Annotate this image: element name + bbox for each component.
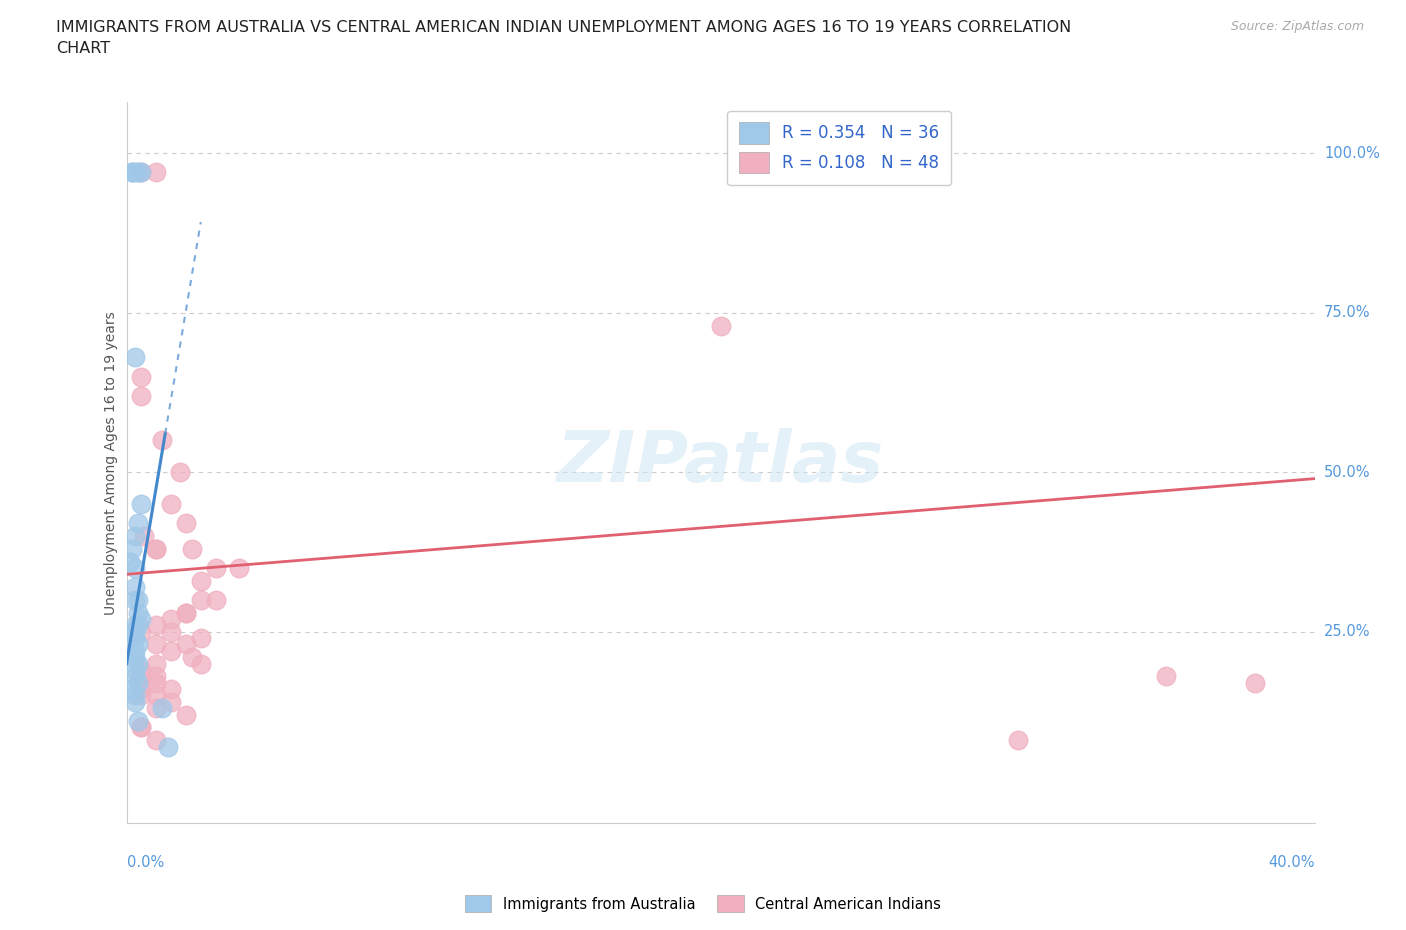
Point [124, 644, 146, 658]
Point [145, 637, 167, 652]
Point [124, 688, 146, 703]
Point [174, 637, 197, 652]
Point [124, 579, 146, 594]
Point [121, 541, 143, 556]
Point [157, 739, 180, 754]
Point [131, 497, 153, 512]
Point [174, 605, 197, 620]
Point [127, 713, 149, 728]
Legend: R = 0.354   N = 36, R = 0.108   N = 48: R = 0.354 N = 36, R = 0.108 N = 48 [727, 111, 952, 185]
Point [131, 669, 153, 684]
Point [1007, 733, 1029, 748]
Point [131, 720, 153, 735]
Point [124, 662, 146, 677]
Point [131, 688, 153, 703]
Point [118, 554, 141, 569]
Point [145, 657, 167, 671]
Point [204, 561, 226, 576]
Point [124, 350, 146, 365]
Point [1154, 669, 1177, 684]
Point [124, 631, 146, 645]
Point [121, 165, 143, 179]
Legend: Immigrants from Australia, Central American Indians: Immigrants from Australia, Central Ameri… [460, 890, 946, 918]
Point [150, 701, 173, 716]
Point [134, 528, 156, 543]
Point [160, 497, 183, 512]
Point [124, 624, 146, 639]
Point [124, 618, 146, 632]
Point [228, 561, 250, 576]
Point [124, 561, 146, 576]
Point [124, 165, 146, 179]
Point [145, 688, 167, 703]
Point [121, 650, 143, 665]
Point [131, 682, 153, 697]
Text: ZIPatlas: ZIPatlas [557, 428, 884, 498]
Point [145, 675, 167, 690]
Point [131, 720, 153, 735]
Point [121, 682, 143, 697]
Text: IMMIGRANTS FROM AUSTRALIA VS CENTRAL AMERICAN INDIAN UNEMPLOYMENT AMONG AGES 16 : IMMIGRANTS FROM AUSTRALIA VS CENTRAL AME… [56, 20, 1071, 57]
Point [124, 528, 146, 543]
Point [160, 612, 183, 627]
Text: 50.0%: 50.0% [1324, 465, 1371, 480]
Point [131, 612, 153, 627]
Point [160, 682, 183, 697]
Point [709, 318, 731, 333]
Point [150, 432, 173, 447]
Point [160, 624, 183, 639]
Point [131, 369, 153, 384]
Point [124, 592, 146, 607]
Point [127, 165, 149, 179]
Point [160, 695, 183, 710]
Point [190, 631, 212, 645]
Point [145, 541, 167, 556]
Point [131, 165, 153, 179]
Point [190, 592, 212, 607]
Point [145, 541, 167, 556]
Point [127, 637, 149, 652]
Point [160, 644, 183, 658]
Point [131, 388, 153, 403]
Point [174, 516, 197, 531]
Point [145, 618, 167, 632]
Point [131, 662, 153, 677]
Point [127, 657, 149, 671]
Text: Source: ZipAtlas.com: Source: ZipAtlas.com [1230, 20, 1364, 33]
Point [169, 465, 191, 480]
Text: 75.0%: 75.0% [1324, 305, 1371, 320]
Point [127, 675, 149, 690]
Y-axis label: Unemployment Among Ages 16 to 19 years: Unemployment Among Ages 16 to 19 years [104, 311, 118, 615]
Point [180, 541, 202, 556]
Text: 25.0%: 25.0% [1324, 624, 1371, 639]
Point [1244, 675, 1267, 690]
Point [131, 165, 153, 179]
Point [121, 165, 143, 179]
Text: 100.0%: 100.0% [1324, 146, 1381, 161]
Point [145, 733, 167, 748]
Point [174, 707, 197, 722]
Point [145, 669, 167, 684]
Point [174, 605, 197, 620]
Point [124, 650, 146, 665]
Point [124, 695, 146, 710]
Point [180, 650, 202, 665]
Point [145, 165, 167, 179]
Point [121, 624, 143, 639]
Point [131, 624, 153, 639]
Text: 0.0%: 0.0% [127, 856, 163, 870]
Point [127, 516, 149, 531]
Point [190, 657, 212, 671]
Point [145, 701, 167, 716]
Point [124, 669, 146, 684]
Point [204, 592, 226, 607]
Point [127, 618, 149, 632]
Point [190, 573, 212, 588]
Point [127, 592, 149, 607]
Text: 40.0%: 40.0% [1268, 856, 1315, 870]
Point [127, 605, 149, 620]
